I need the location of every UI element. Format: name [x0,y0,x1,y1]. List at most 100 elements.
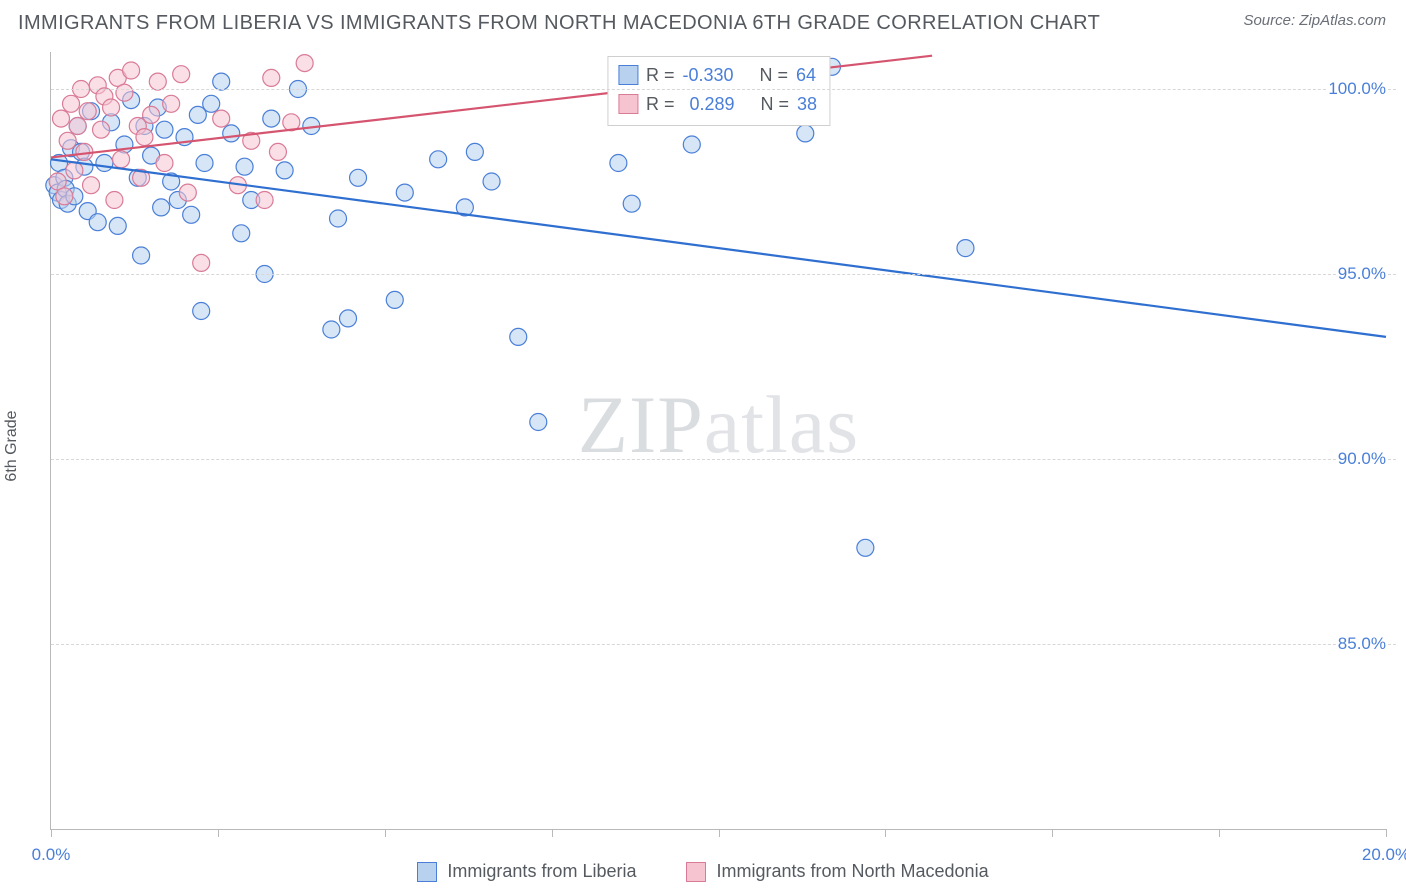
data-point [683,136,700,153]
data-point [330,210,347,227]
data-point [466,143,483,160]
data-point [233,225,250,242]
data-point [156,155,173,172]
data-point [193,254,210,271]
data-point [116,84,133,101]
data-point [610,155,627,172]
chart-plot-area: ZIPatlas R = -0.330 N = 64 R = 0.289 N =… [50,52,1386,830]
x-tick [218,829,219,837]
gridline [51,89,1396,90]
legend-bottom-item-1: Immigrants from North Macedonia [686,861,988,882]
data-point [196,155,213,172]
y-tick-label: 95.0% [1336,264,1388,284]
data-point [156,121,173,138]
legend-bottom-label-1: Immigrants from North Macedonia [716,861,988,882]
data-point [173,66,190,83]
y-tick-label: 85.0% [1336,634,1388,654]
data-point [430,151,447,168]
data-point [183,206,200,223]
data-point [103,99,120,116]
data-point [66,162,83,179]
data-point [797,125,814,142]
x-tick [1052,829,1053,837]
data-point [149,73,166,90]
legend-bottom-label-0: Immigrants from Liberia [447,861,636,882]
legend-bottom-swatch-1 [686,862,706,882]
x-tick [885,829,886,837]
data-point [89,214,106,231]
data-point [263,69,280,86]
data-point [236,158,253,175]
legend-row-series-0: R = -0.330 N = 64 [618,61,817,90]
data-point [63,95,80,112]
data-point [163,95,180,112]
data-point [203,95,220,112]
scatter-svg [51,52,1386,829]
data-point [83,177,100,194]
r-label: R = [646,90,675,119]
data-point [143,106,160,123]
data-point [269,143,286,160]
data-point [350,169,367,186]
data-point [123,62,140,79]
y-tick-label: 100.0% [1326,79,1388,99]
data-point [623,195,640,212]
x-tick [1219,829,1220,837]
data-point [53,110,70,127]
r-label: R = [646,61,675,90]
data-point [396,184,413,201]
data-point [193,303,210,320]
data-point [93,121,110,138]
data-point [263,110,280,127]
data-point [510,328,527,345]
data-point [106,192,123,209]
data-point [957,240,974,257]
data-point [59,132,76,149]
legend-swatch-0 [618,65,638,85]
n-value-0: 64 [796,61,816,90]
x-tick [385,829,386,837]
r-value-1: 0.289 [689,90,734,119]
data-point [256,192,273,209]
chart-source: Source: ZipAtlas.com [1243,12,1386,29]
n-label: N = [760,61,789,90]
gridline [51,459,1396,460]
data-point [296,55,313,72]
gridline [51,274,1396,275]
trend-line [51,159,1386,337]
data-point [153,199,170,216]
data-point [530,414,547,431]
data-point [483,173,500,190]
legend-row-series-1: R = 0.289 N = 38 [618,90,817,119]
legend-correlation-box: R = -0.330 N = 64 R = 0.289 N = 38 [607,56,830,126]
x-tick [719,829,720,837]
x-tick [552,829,553,837]
data-point [857,539,874,556]
r-value-0: -0.330 [682,61,733,90]
y-tick-label: 90.0% [1336,449,1388,469]
data-point [340,310,357,327]
data-point [109,217,126,234]
data-point [276,162,293,179]
gridline [51,644,1396,645]
data-point [69,118,86,135]
legend-bottom-swatch-0 [417,862,437,882]
data-point [136,129,153,146]
data-point [386,291,403,308]
legend-bottom-item-0: Immigrants from Liberia [417,861,636,882]
data-point [213,73,230,90]
data-point [79,103,96,120]
chart-title: IMMIGRANTS FROM LIBERIA VS IMMIGRANTS FR… [18,12,1100,35]
data-point [179,184,196,201]
n-label: N = [761,90,790,119]
legend-swatch-1 [618,94,638,114]
x-tick [1386,829,1387,837]
data-point [133,247,150,264]
data-point [323,321,340,338]
y-axis-label: 6th Grade [3,410,21,481]
legend-bottom: Immigrants from Liberia Immigrants from … [0,861,1406,882]
data-point [213,110,230,127]
data-point [223,125,240,142]
data-point [113,151,130,168]
data-point [96,155,113,172]
